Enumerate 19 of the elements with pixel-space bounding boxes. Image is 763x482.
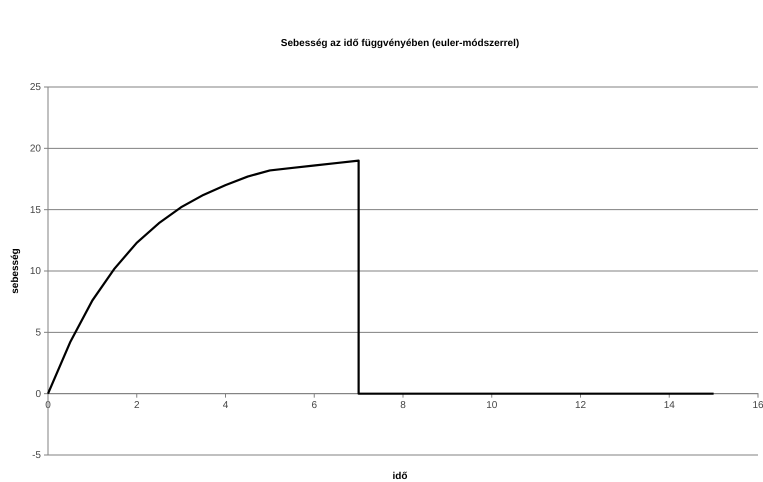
x-tick-label: 8 — [400, 400, 406, 411]
x-tick-label: 6 — [311, 400, 318, 411]
x-tick-label: 2 — [134, 400, 140, 411]
y-axis-title: sebesség — [10, 248, 21, 294]
line-series — [46, 160, 715, 395]
y-tick-label: 5 — [35, 328, 42, 339]
x-tick-label: 12 — [574, 400, 586, 411]
x-tick-label: 16 — [752, 400, 763, 411]
x-tick-label: 4 — [222, 400, 229, 411]
y-tick-label: -5 — [32, 450, 42, 462]
y-tick-label: 25 — [30, 82, 42, 94]
y-tick-label: 15 — [30, 204, 42, 216]
y-tick-label: 10 — [30, 266, 42, 278]
x-axis-title: idő — [392, 471, 408, 482]
y-tick-label: 20 — [30, 144, 42, 155]
chart-title: Sebesség az idő függvényében (euler-módszerrel) — [280, 38, 520, 49]
x-tick-label: 10 — [486, 400, 498, 411]
y-tick-label: 0 — [35, 388, 42, 400]
x-tick-label: 14 — [664, 400, 676, 411]
